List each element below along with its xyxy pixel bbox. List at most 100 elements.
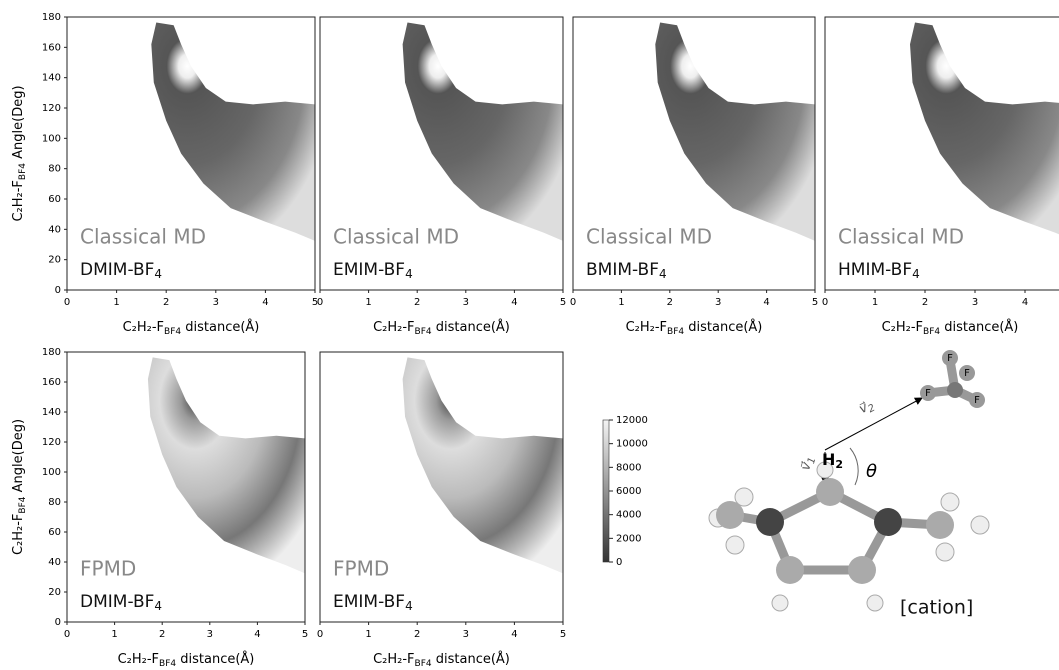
y-tick-label: 180: [42, 12, 61, 23]
method-label: Classical MD: [80, 225, 206, 249]
colorbar-tick-label: 2000: [616, 533, 641, 544]
x-tick-label: 1: [618, 297, 624, 308]
y-tick-label: 20: [48, 587, 61, 598]
y-tick-label: 100: [42, 467, 61, 478]
x-tick-label: 5: [560, 297, 566, 308]
x-axis-label-sub: BF4: [923, 327, 940, 337]
x-axis-label-main: C₂H₂-F: [373, 652, 414, 667]
colorbar-gradient: [602, 419, 610, 563]
system-label-main: EMIM-BF: [333, 260, 405, 280]
density-map: [910, 22, 1059, 235]
x-tick-label: 2: [922, 297, 928, 308]
y-tick-label: 0: [55, 617, 61, 628]
panel-frame: [319, 351, 564, 623]
x-tick-label: 0: [317, 297, 323, 308]
system-label: EMIM-BF4: [333, 260, 413, 281]
y-tick-label: 80: [48, 164, 61, 175]
y-tick-label: 20: [48, 255, 61, 266]
x-tick-label: 3: [715, 297, 721, 308]
x-tick-label: 2: [159, 629, 165, 640]
density-map: [402, 357, 563, 574]
system-label-sub: 4: [405, 267, 413, 281]
x-tick-label: 4: [511, 629, 517, 640]
y-tick-label: 120: [42, 103, 61, 114]
angle-label: θ: [866, 461, 877, 482]
x-axis-label-tail: distance(Å): [684, 319, 762, 335]
v1-sub: 1: [806, 456, 818, 465]
y-tick-label: 120: [42, 437, 61, 448]
x-axis-label-main: C₂H₂-F: [373, 320, 414, 335]
system-label-sub: 4: [405, 599, 413, 613]
y-axis-label-tail: Angle(Deg): [11, 85, 26, 163]
density-map: [147, 357, 305, 574]
x-axis-label-tail: distance(Å): [181, 319, 259, 335]
x-axis-label: C₂H₂-FBF4 distance(Å): [373, 651, 510, 669]
system-label-sub: 4: [154, 267, 162, 281]
x-tick-label: 1: [365, 629, 371, 640]
system-label-sub: 4: [154, 599, 162, 613]
x-tick-label: 3: [972, 297, 978, 308]
fluorine-label: F: [974, 395, 980, 406]
colorbar-tick-label: 4000: [616, 510, 641, 521]
hydrogens: [708, 461, 990, 612]
x-tick-label: 2: [163, 297, 169, 308]
x-tick-label: 5: [312, 297, 318, 308]
system-label: DMIM-BF4: [80, 260, 162, 281]
method-label: FPMD: [333, 557, 389, 581]
system-label-sub: 4: [912, 267, 920, 281]
x-tick-label: 0: [64, 297, 70, 308]
x-tick-label: 0: [822, 297, 828, 308]
v2-sub: 2: [866, 403, 877, 416]
system-label: BMIM-BF4: [586, 260, 667, 281]
x-tick-label: 5: [560, 629, 566, 640]
x-axis-label-tail: distance(Å): [940, 319, 1018, 335]
x-tick-label: 0: [317, 629, 323, 640]
y-tick-label: 60: [48, 527, 61, 538]
system-label-main: BMIM-BF: [586, 260, 659, 280]
system-label-main: DMIM-BF: [80, 260, 154, 280]
x-tick-label: 3: [463, 629, 469, 640]
x-tick-label: 5: [302, 629, 308, 640]
colorbar-tick-label: 10000: [616, 439, 648, 450]
y-tick-label: 0: [55, 285, 61, 296]
colorbar-tick-label: 8000: [616, 462, 641, 473]
x-axis-label-sub: BF4: [415, 327, 432, 337]
x-tick-label: 4: [262, 297, 268, 308]
x-axis-label: C₂H₂-FBF4 distance(Å): [626, 319, 763, 337]
x-tick-label: 1: [111, 629, 117, 640]
x-axis-label-tail: distance(Å): [432, 651, 510, 667]
y-axis-label-sub: BF4: [18, 163, 28, 180]
x-tick-label: 2: [414, 297, 420, 308]
y-tick-label: 160: [42, 42, 61, 53]
x-axis-label-sub: BF4: [159, 659, 176, 669]
x-axis-label: C₂H₂-FBF4 distance(Å): [123, 319, 260, 337]
x-axis-label-tail: distance(Å): [432, 319, 510, 335]
x-tick-label: 1: [113, 297, 119, 308]
y-tick-label: 140: [42, 407, 61, 418]
x-tick-label: 2: [414, 629, 420, 640]
x-tick-label: 4: [254, 629, 260, 640]
y-axis-label-main: C₂H₂-F: [11, 514, 26, 555]
colorbar-tick-label: 12000: [616, 415, 648, 426]
x-axis-label-main: C₂H₂-F: [123, 320, 164, 335]
method-label: Classical MD: [333, 225, 459, 249]
x-axis-label: C₂H₂-FBF4 distance(Å): [118, 651, 255, 669]
system-label-sub: 4: [659, 267, 667, 281]
x-axis-label-tail: distance(Å): [176, 651, 254, 667]
x-axis-label-main: C₂H₂-F: [882, 320, 923, 335]
method-label: FPMD: [80, 557, 136, 581]
y-axis-label: C₂H₂-FBF4 Angle(Deg): [11, 419, 28, 555]
x-tick-label: 2: [667, 297, 673, 308]
y-tick-label: 80: [48, 497, 61, 508]
y-axis-label-sub: BF4: [18, 496, 28, 513]
x-axis-label-sub: BF4: [164, 327, 181, 337]
panel-frame: [319, 16, 564, 291]
vector-2-label: v⃗2: [856, 397, 877, 419]
hydrogen-label: H2: [822, 450, 843, 472]
